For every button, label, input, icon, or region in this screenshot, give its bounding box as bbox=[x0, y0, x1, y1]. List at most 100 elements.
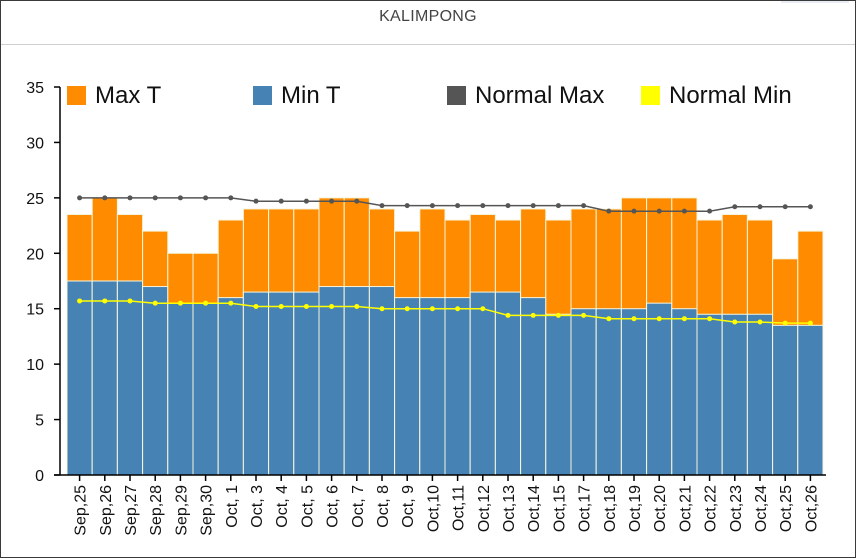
normal-max-point bbox=[656, 208, 662, 214]
min-t-bar bbox=[419, 297, 446, 476]
normal-max-point bbox=[480, 203, 486, 209]
normal-min-point bbox=[530, 312, 536, 318]
normal-max-line bbox=[79, 197, 811, 212]
y-tick-label: 5 bbox=[35, 413, 44, 430]
x-tick-label: Oct,24 bbox=[753, 485, 770, 532]
x-tick-label: Oct,10 bbox=[425, 485, 442, 532]
x-tick-label: Sep,28 bbox=[148, 485, 165, 536]
min-t-bar bbox=[142, 286, 169, 476]
min-t-bar bbox=[293, 291, 320, 476]
x-tick-label: Oct, 5 bbox=[299, 485, 316, 528]
normal-max-point bbox=[127, 195, 133, 201]
legend-swatch-max-t bbox=[67, 86, 86, 105]
normal-min-point bbox=[354, 303, 360, 309]
min-t-bar bbox=[167, 302, 194, 476]
normal-min-point bbox=[404, 306, 410, 312]
min-t-bar bbox=[318, 286, 345, 476]
x-tick-label: Oct,26 bbox=[803, 485, 820, 532]
normal-min-line bbox=[79, 300, 811, 324]
normal-max-point bbox=[631, 208, 637, 214]
legend-swatch-normal-min bbox=[641, 86, 660, 105]
x-tick-label: Oct,12 bbox=[476, 485, 493, 532]
min-t-bar bbox=[646, 302, 673, 476]
normal-max-point bbox=[707, 208, 713, 214]
normal-max-point bbox=[152, 195, 158, 201]
legend-label-max-t: Max T bbox=[95, 82, 162, 109]
normal-max-point bbox=[505, 203, 511, 209]
x-tick-label: Sep,25 bbox=[73, 485, 90, 536]
normal-min-point bbox=[278, 303, 284, 309]
normal-min-point bbox=[127, 298, 133, 304]
normal-max-point bbox=[404, 203, 410, 209]
x-tick-label: Sep,30 bbox=[199, 485, 216, 536]
normal-min-point bbox=[329, 303, 335, 309]
title-bar: KALIMPONG bbox=[1, 1, 855, 45]
min-t-bar bbox=[343, 286, 370, 476]
normal-max-point bbox=[429, 203, 435, 209]
min-t-bar bbox=[192, 302, 219, 476]
legend-swatch-normal-max bbox=[447, 86, 466, 105]
normal-min-point bbox=[429, 306, 435, 312]
y-tick-label: 20 bbox=[26, 246, 44, 263]
x-tick-label: Oct, 8 bbox=[375, 485, 392, 528]
x-tick-label: Oct,11 bbox=[451, 485, 468, 531]
x-tick-label: Oct,20 bbox=[652, 485, 669, 532]
min-t-bar bbox=[494, 291, 522, 476]
normal-min-point bbox=[732, 319, 738, 325]
normal-min-point bbox=[807, 320, 813, 326]
min-t-bar bbox=[217, 297, 244, 476]
normal-min-point bbox=[631, 316, 637, 322]
normal-max-point bbox=[606, 208, 612, 214]
normal-min-point bbox=[707, 316, 713, 322]
x-tick-label: Oct,22 bbox=[703, 485, 720, 532]
min-t-bar bbox=[772, 324, 799, 476]
min-t-bar bbox=[746, 313, 774, 476]
min-t-bar bbox=[91, 280, 118, 476]
min-t-bar bbox=[469, 291, 496, 476]
normal-min-point bbox=[379, 306, 385, 312]
normal-max-point bbox=[77, 195, 83, 201]
normal-min-point bbox=[480, 306, 486, 312]
chart-title: KALIMPONG bbox=[379, 8, 477, 25]
normal-max-point bbox=[732, 204, 738, 210]
x-tick-label: Oct,14 bbox=[526, 485, 543, 532]
legend-swatch-min-t bbox=[253, 86, 272, 105]
min-t-bar bbox=[570, 308, 597, 476]
normal-max-point bbox=[782, 204, 788, 210]
normal-max-point bbox=[530, 203, 536, 209]
normal-max-point bbox=[379, 203, 385, 209]
min-t-bar bbox=[242, 291, 270, 476]
normal-min-point bbox=[782, 320, 788, 326]
y-tick-label: 25 bbox=[26, 191, 44, 208]
min-t-bar bbox=[721, 313, 748, 476]
normal-max-point bbox=[757, 204, 763, 210]
x-tick-label: Oct, 4 bbox=[274, 485, 291, 528]
x-tick-label: Oct,18 bbox=[602, 485, 619, 532]
normal-max-point bbox=[329, 198, 335, 204]
y-tick-label: 10 bbox=[26, 357, 44, 374]
normal-max-point bbox=[278, 198, 284, 204]
min-t-bar bbox=[520, 297, 547, 476]
normal-min-point bbox=[253, 303, 259, 309]
normal-max-point bbox=[807, 204, 813, 210]
x-tick-label: Oct,15 bbox=[551, 485, 568, 532]
normal-min-point bbox=[681, 316, 687, 322]
x-tick-label: Oct, 3 bbox=[249, 485, 266, 528]
x-tick-label: Oct, 9 bbox=[400, 485, 417, 528]
normal-min-point bbox=[303, 303, 309, 309]
legend-label-normal-max: Normal Max bbox=[475, 82, 604, 109]
min-t-bar bbox=[671, 308, 698, 476]
x-tick-label: Oct,25 bbox=[778, 485, 795, 532]
y-tick-label: 0 bbox=[35, 468, 44, 485]
normal-max-point bbox=[455, 203, 461, 209]
x-tick-label: Sep,27 bbox=[123, 485, 140, 536]
x-tick-label: Oct,13 bbox=[501, 485, 518, 532]
min-t-bar bbox=[545, 313, 572, 476]
min-t-bar bbox=[620, 308, 648, 476]
normal-max-point bbox=[354, 198, 360, 204]
normal-min-point bbox=[177, 300, 183, 306]
min-t-bar bbox=[444, 297, 471, 476]
normal-min-point bbox=[455, 306, 461, 312]
legend-label-min-t: Min T bbox=[281, 82, 341, 109]
x-tick-label: Oct, 6 bbox=[325, 485, 342, 528]
